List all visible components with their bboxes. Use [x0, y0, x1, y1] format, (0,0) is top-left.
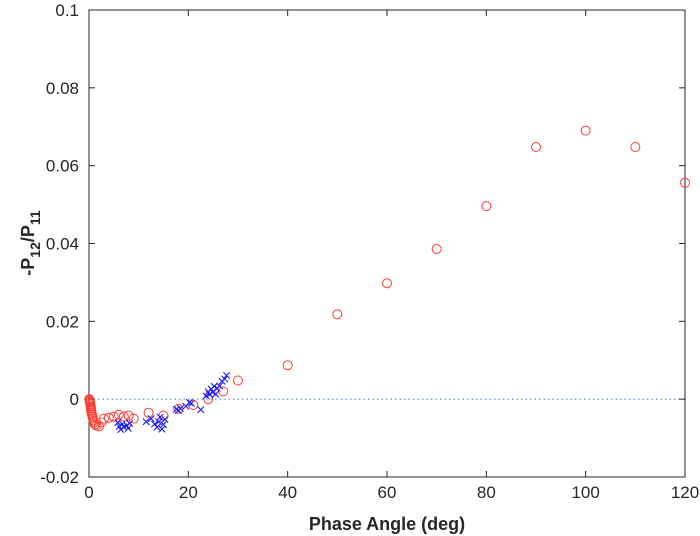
- x-marker-stroke: [126, 419, 134, 427]
- y-tick-label: 0.04: [46, 235, 79, 254]
- x-marker-stroke: [154, 418, 163, 426]
- x-marker-stroke: [187, 399, 195, 408]
- x-marker: [222, 371, 231, 380]
- circle-marker: [431, 243, 442, 254]
- circle-marker: [382, 278, 392, 289]
- x-marker-stroke: [153, 423, 161, 431]
- circle-marker: [282, 360, 293, 371]
- circle-marker: [123, 410, 134, 421]
- x-tick-label: 60: [378, 483, 397, 502]
- plot-area: [88, 9, 686, 478]
- x-marker-stroke: [161, 415, 169, 423]
- circle-marker: [580, 125, 591, 136]
- x-tick-label: 40: [278, 483, 297, 502]
- x-marker-stroke: [159, 420, 168, 429]
- x-marker-stroke: [216, 382, 224, 390]
- x-marker-stroke: [221, 375, 229, 383]
- x-marker: [154, 418, 163, 426]
- x-marker: [126, 419, 134, 427]
- circle-marker: [680, 177, 690, 188]
- x-marker-stroke: [222, 371, 231, 380]
- x-marker: [159, 420, 168, 429]
- x-marker: [142, 418, 150, 426]
- circle-marker: [88, 417, 99, 428]
- y-tick-label: -0.02: [40, 468, 79, 487]
- circle-marker: [103, 412, 114, 423]
- x-marker: [158, 425, 166, 433]
- y-axis-title: -P12/P11: [18, 210, 43, 276]
- x-marker: [114, 418, 122, 427]
- x-tick-label: 80: [477, 483, 496, 502]
- x-marker: [147, 415, 155, 423]
- x-marker-stroke: [142, 418, 150, 426]
- x-marker: [221, 375, 229, 383]
- x-marker: [185, 398, 193, 406]
- x-marker: [216, 382, 224, 390]
- x-marker-stroke: [114, 418, 122, 427]
- x-marker: [153, 423, 161, 431]
- circle-marker: [481, 201, 492, 212]
- circle-marker: [531, 141, 541, 152]
- y-axis-title-sub2: 11: [27, 210, 43, 225]
- circle-marker: [108, 411, 119, 422]
- x-marker-stroke: [156, 413, 164, 421]
- y-axis-title-sub1: 12: [27, 242, 43, 258]
- circle-marker: [630, 141, 641, 152]
- x-axis-title: Phase Angle (deg): [309, 514, 465, 534]
- data-markers: [84, 125, 690, 434]
- x-marker: [212, 390, 220, 398]
- circle-marker: [233, 375, 243, 386]
- y-tick-label: 0.1: [55, 1, 79, 20]
- x-marker-stroke: [176, 404, 184, 413]
- y-axis-title-main: -P: [18, 258, 38, 276]
- x-marker-stroke: [210, 382, 218, 390]
- circle-marker: [113, 409, 124, 420]
- y-tick-label: 0: [70, 390, 79, 409]
- circle-marker: [128, 413, 139, 424]
- x-marker-stroke: [185, 398, 193, 406]
- circle-marker: [332, 309, 343, 320]
- x-marker-stroke: [124, 424, 132, 432]
- x-marker-stroke: [197, 406, 205, 414]
- x-marker: [187, 399, 195, 408]
- x-tick-label: 0: [84, 483, 93, 502]
- x-marker-stroke: [212, 390, 220, 398]
- circle-marker: [118, 411, 129, 422]
- x-marker-stroke: [118, 420, 126, 428]
- circle-marker: [188, 400, 199, 411]
- x-marker: [124, 424, 132, 432]
- x-tick-label: 20: [179, 483, 198, 502]
- x-marker: [197, 406, 205, 414]
- x-tick-label: 120: [671, 483, 699, 502]
- x-tick-label: 100: [571, 483, 599, 502]
- y-tick-label: 0.02: [46, 312, 79, 331]
- y-axis-title-mid: /P: [18, 225, 38, 242]
- x-marker: [156, 413, 164, 421]
- x-marker: [161, 415, 169, 423]
- x-marker: [176, 404, 184, 413]
- x-marker-stroke: [158, 425, 166, 433]
- y-tick-label: 0.06: [46, 157, 79, 176]
- x-marker-stroke: [147, 415, 155, 423]
- axis-ticks: 0 20 40 60 80 100 120 -0.02 0 0.02 0.04 0.06 0.08 0.1: [40, 1, 699, 502]
- circle-marker: [143, 407, 154, 418]
- circle-marker: [98, 413, 109, 424]
- y-tick-label: 0.08: [46, 79, 79, 98]
